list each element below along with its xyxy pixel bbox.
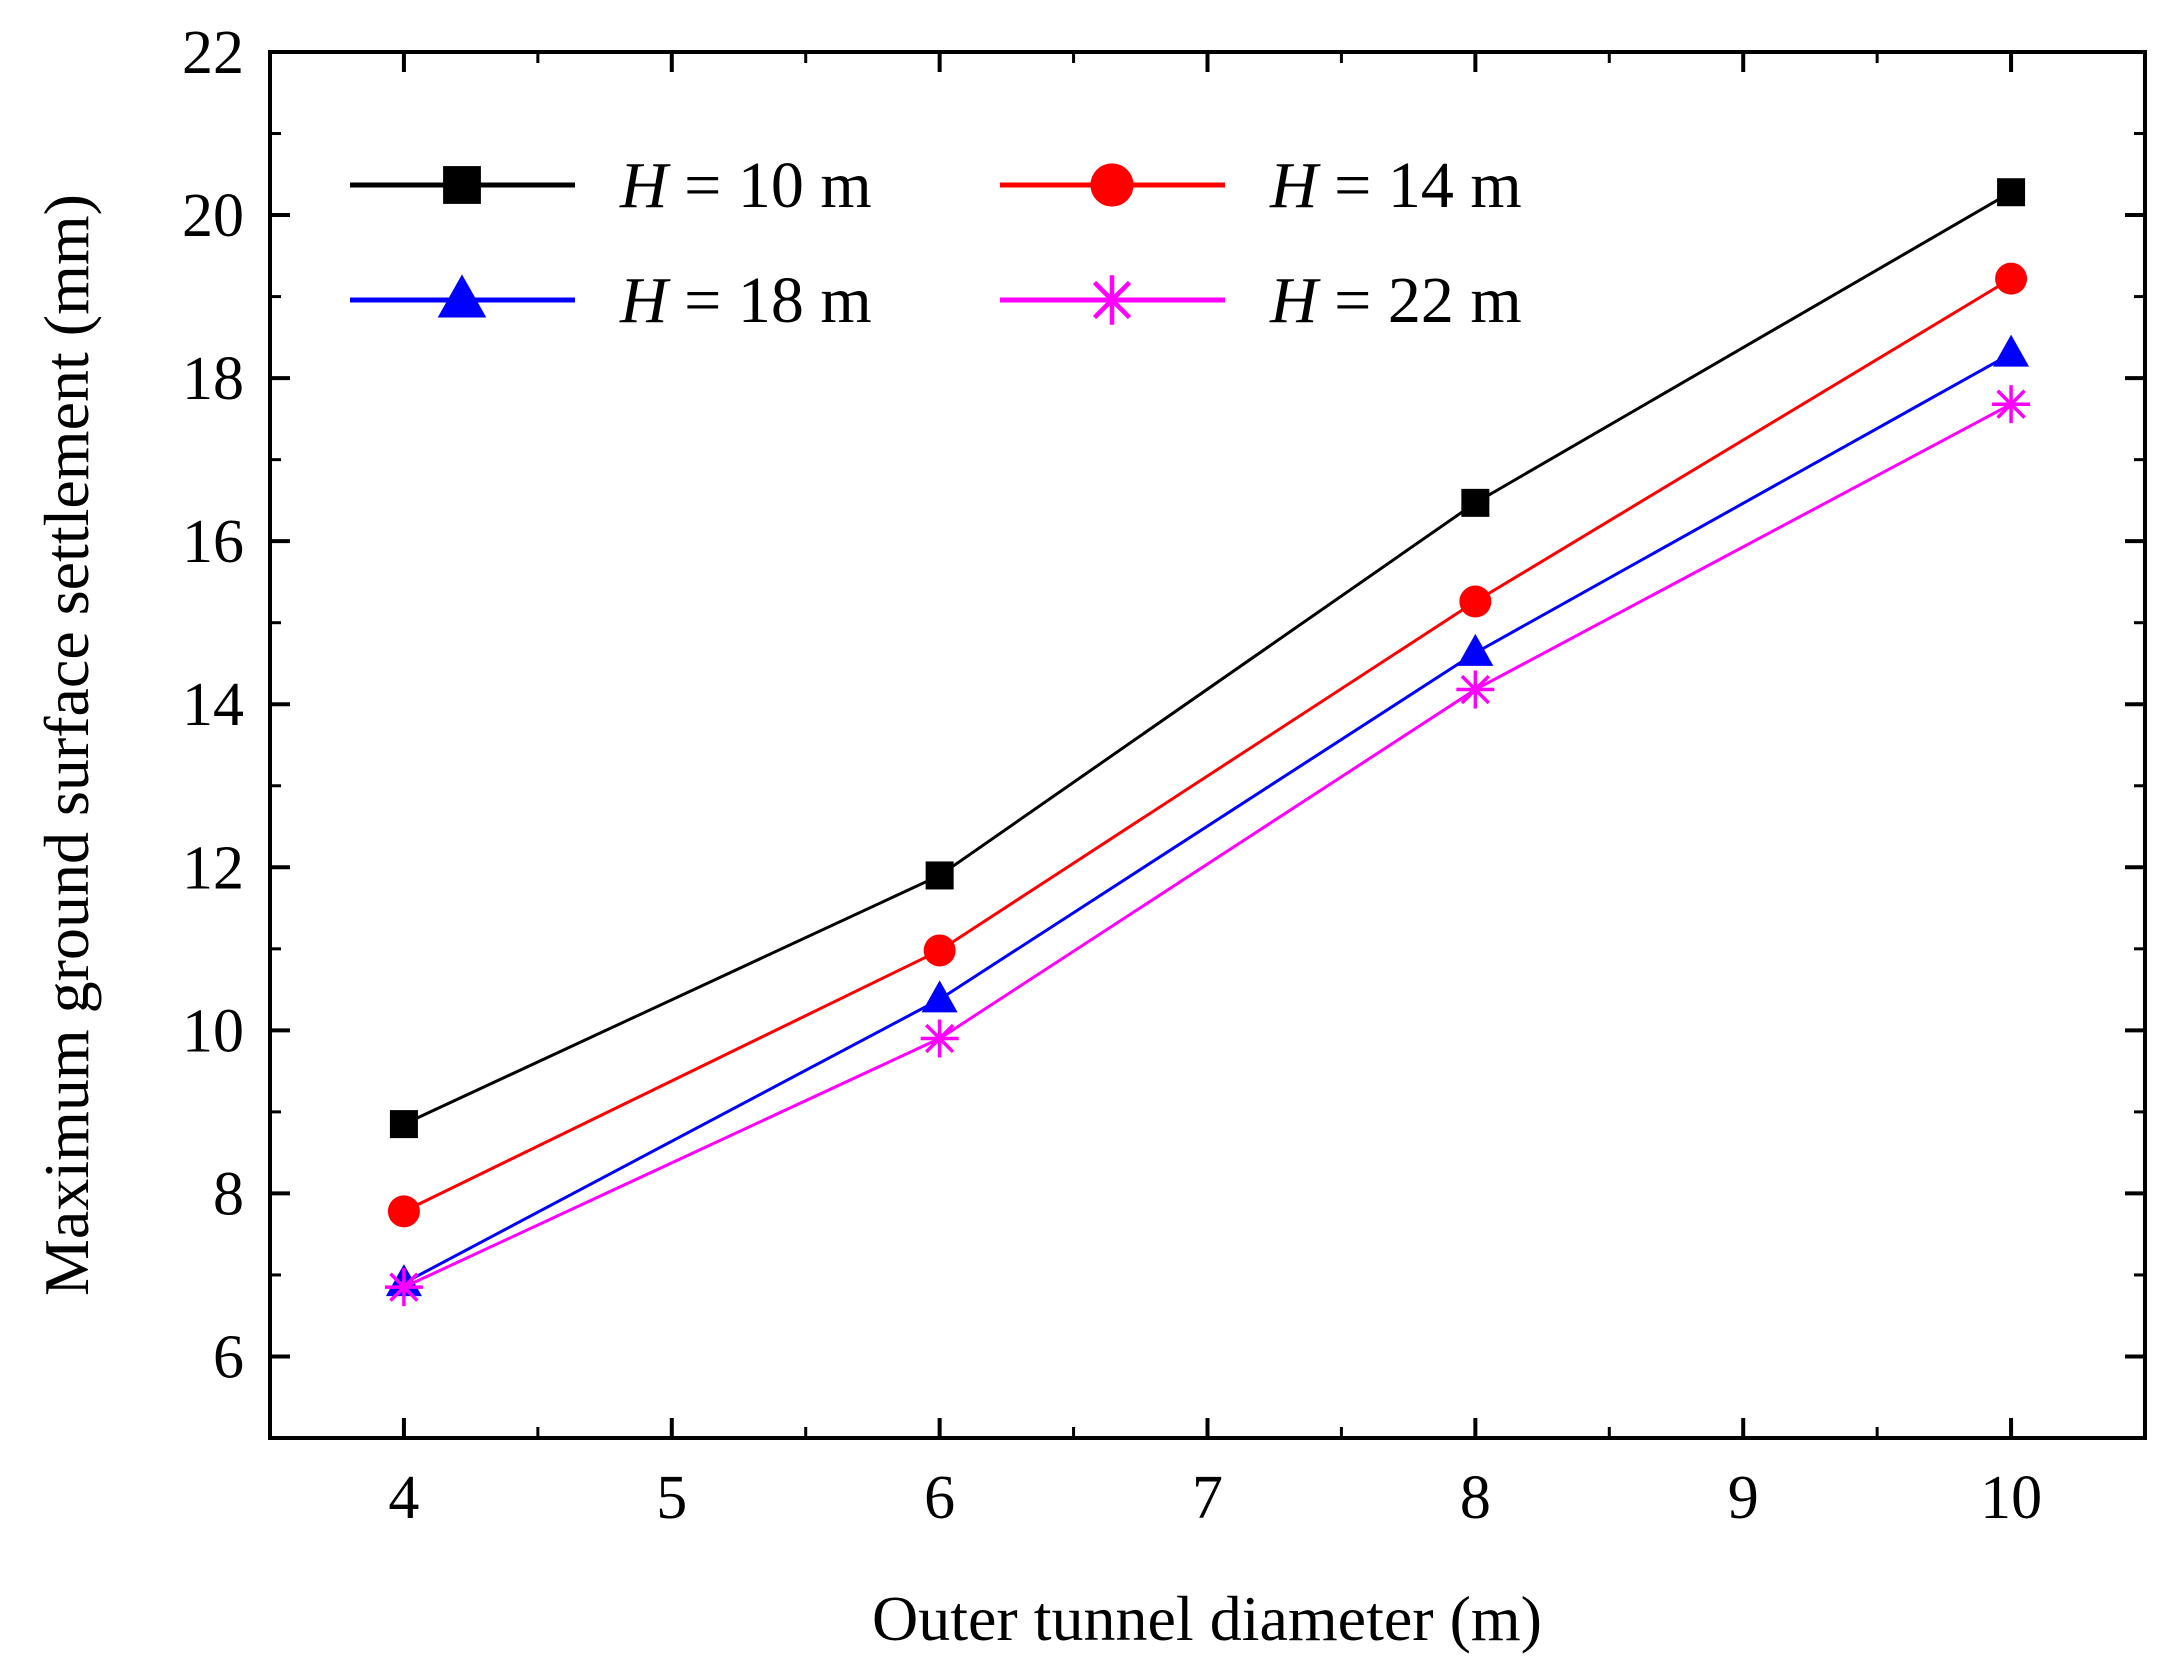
x-tick-label: 6 [924, 1464, 955, 1532]
legend-item: H = 10 m [350, 149, 872, 222]
legend-label: H = 10 m [619, 149, 872, 222]
series-4 [384, 385, 2031, 1307]
data-point [1993, 334, 2030, 367]
series-1 [389, 178, 2026, 1139]
x-tick-label: 8 [1460, 1464, 1491, 1532]
y-tick-label: 20 [182, 182, 244, 250]
y-axis-ticks: 6 8 10 12 14 16 18 20 22 [182, 19, 2145, 1440]
x-tick-label: 4 [388, 1464, 419, 1532]
legend-marker [443, 166, 481, 204]
data-point [925, 861, 954, 890]
legend-label: H = 18 m [619, 264, 872, 337]
x-tick-label: 7 [1192, 1464, 1223, 1532]
data-point [1459, 585, 1492, 618]
legend-marker [1087, 275, 1137, 325]
legend: H = 10 m H = 14 m H = 18 m H = 22 m [350, 149, 1522, 337]
y-tick-label: 12 [182, 834, 244, 902]
data-point [923, 934, 956, 967]
legend-marker [437, 274, 487, 318]
data-point [920, 1019, 959, 1058]
legend-label: H = 22 m [1269, 264, 1522, 337]
y-tick-label: 18 [182, 345, 244, 413]
legend-marker [1090, 163, 1134, 207]
x-tick-label: 9 [1728, 1464, 1759, 1532]
data-point [1461, 488, 1490, 517]
series-3 [385, 334, 2030, 1297]
x-tick-label: 5 [656, 1464, 687, 1532]
series-2 [387, 262, 2028, 1228]
series-line [403, 190, 2012, 1126]
series-line [403, 352, 2012, 1285]
data-point [1997, 178, 2026, 207]
y-tick-label: 22 [182, 19, 244, 87]
data-point [1456, 670, 1495, 709]
data-point [1995, 262, 2028, 295]
y-tick-label: 6 [213, 1323, 244, 1391]
data-point [1457, 633, 1494, 666]
data-point [921, 980, 958, 1013]
y-tick-label: 8 [213, 1160, 244, 1228]
series-line [403, 277, 2012, 1213]
y-tick-label: 14 [182, 671, 244, 739]
series-line [403, 402, 2012, 1289]
legend-item: H = 22 m [1000, 264, 1522, 337]
x-axis-ticks: 4 5 6 7 8 9 10 [268, 52, 2147, 1532]
legend-item: H = 18 m [350, 264, 872, 337]
data-point [389, 1110, 418, 1139]
data-point [1992, 385, 2031, 424]
x-tick-label: 10 [1980, 1464, 2042, 1532]
x-axis-title: Outer tunnel diameter (m) [872, 1583, 1542, 1654]
legend-label: H = 14 m [1269, 149, 1522, 222]
y-tick-label: 16 [182, 508, 244, 576]
series-layer [384, 178, 2031, 1307]
legend-item: H = 14 m [1000, 149, 1522, 222]
y-tick-label: 10 [182, 997, 244, 1065]
data-point [384, 1268, 423, 1307]
plot-frame [268, 50, 2147, 1440]
y-axis-title: Maximum ground surface settlement (mm) [31, 194, 102, 1296]
data-point [387, 1195, 420, 1228]
